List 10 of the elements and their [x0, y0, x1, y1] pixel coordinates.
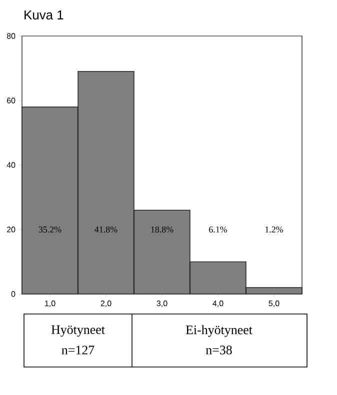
annotation: 35.2% [38, 226, 62, 233]
annotation: 41.8% [94, 226, 118, 233]
text: Hyötyneet [51, 325, 105, 337]
annotation: 18.8% [151, 226, 174, 233]
chart-title: Kuva 1 [24, 10, 64, 20]
text: n=127 [62, 346, 94, 354]
annotation: 1.2% [265, 226, 284, 233]
text: Ei-hyötyneet [186, 325, 252, 337]
text: n=38 [206, 346, 232, 354]
annotation: 6.1% [209, 226, 228, 233]
